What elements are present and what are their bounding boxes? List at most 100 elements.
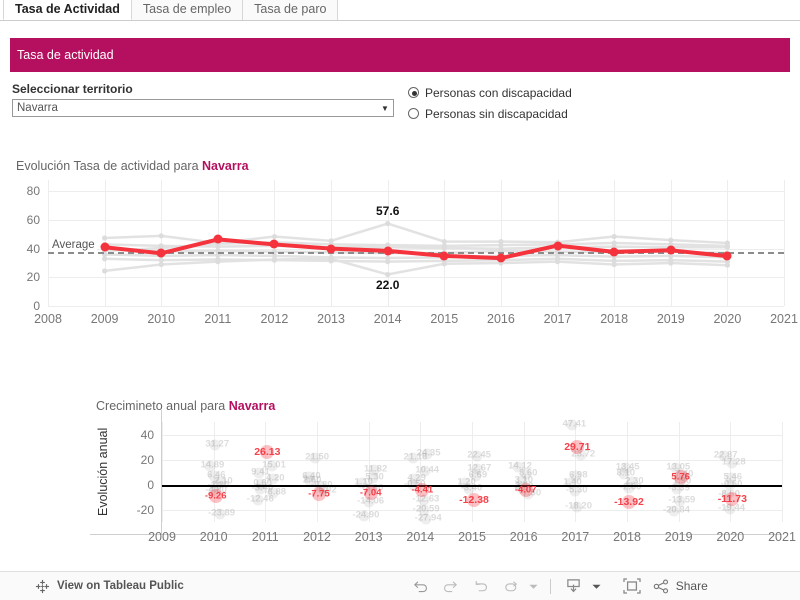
data-point[interactable] bbox=[213, 234, 223, 244]
background-data-point[interactable] bbox=[267, 473, 279, 485]
background-data-point[interactable] bbox=[575, 449, 587, 461]
data-point[interactable] bbox=[722, 251, 732, 261]
background-data-point[interactable] bbox=[266, 460, 278, 472]
background-data-point[interactable] bbox=[419, 465, 431, 477]
background-data-point[interactable] bbox=[512, 461, 524, 473]
background-data-point[interactable] bbox=[215, 476, 227, 488]
background-data-point[interactable] bbox=[471, 463, 483, 475]
background-data-point[interactable] bbox=[674, 495, 686, 507]
line-chart-plot[interactable]: Average 57.6 22.0 bbox=[48, 180, 785, 307]
share-button[interactable]: Share bbox=[653, 578, 708, 594]
background-data-point[interactable] bbox=[358, 510, 370, 522]
background-data-point[interactable] bbox=[623, 482, 635, 494]
background-data-point[interactable] bbox=[204, 460, 216, 472]
background-data-point[interactable] bbox=[254, 483, 266, 495]
fullscreen-icon[interactable] bbox=[617, 576, 647, 596]
background-data-point[interactable] bbox=[356, 477, 368, 489]
highlight-data-point[interactable] bbox=[415, 483, 430, 497]
background-data-point[interactable] bbox=[571, 501, 583, 513]
data-point[interactable] bbox=[439, 251, 449, 261]
background-data-point[interactable] bbox=[407, 452, 419, 464]
highlight-series-line[interactable] bbox=[48, 180, 784, 306]
view-on-tableau-public-link[interactable]: View on Tableau Public bbox=[35, 579, 184, 594]
territory-dropdown[interactable]: Navarra ▼ bbox=[12, 99, 394, 117]
highlight-data-point[interactable] bbox=[363, 486, 378, 501]
background-data-point[interactable] bbox=[671, 483, 683, 495]
background-data-point[interactable] bbox=[304, 475, 316, 487]
background-data-point[interactable] bbox=[566, 419, 578, 431]
highlight-data-point[interactable] bbox=[260, 444, 275, 459]
data-point[interactable] bbox=[553, 241, 563, 251]
background-data-point[interactable] bbox=[569, 485, 581, 497]
background-data-point[interactable] bbox=[363, 496, 375, 508]
redo-icon[interactable] bbox=[436, 576, 466, 596]
background-data-point[interactable] bbox=[676, 469, 688, 481]
background-data-point[interactable] bbox=[318, 485, 330, 497]
background-data-point[interactable] bbox=[267, 487, 279, 499]
background-data-point[interactable] bbox=[718, 450, 730, 462]
background-data-point[interactable] bbox=[520, 468, 532, 480]
data-point[interactable] bbox=[383, 246, 393, 256]
highlight-data-point[interactable] bbox=[518, 482, 533, 497]
radio-personas-sin-discapacidad[interactable]: Personas sin discapacidad bbox=[408, 103, 572, 124]
download-caret-icon[interactable] bbox=[589, 576, 605, 596]
background-data-point[interactable] bbox=[514, 481, 526, 493]
undo-icon[interactable] bbox=[406, 576, 436, 596]
refresh-icon[interactable] bbox=[496, 576, 526, 596]
tab-tasa-de-actividad[interactable]: Tasa de Actividad bbox=[3, 0, 132, 20]
background-data-point[interactable] bbox=[365, 483, 377, 495]
background-data-point[interactable] bbox=[309, 452, 321, 464]
background-data-point[interactable] bbox=[565, 477, 577, 489]
background-data-point[interactable] bbox=[421, 448, 433, 460]
highlight-data-point[interactable] bbox=[725, 492, 740, 507]
background-data-point[interactable] bbox=[209, 439, 221, 451]
data-point[interactable] bbox=[609, 247, 619, 257]
pause-dropdown-icon[interactable] bbox=[526, 576, 542, 596]
background-data-point[interactable] bbox=[470, 470, 482, 482]
background-data-point[interactable] bbox=[409, 473, 421, 485]
background-data-point[interactable] bbox=[725, 472, 737, 484]
data-point[interactable] bbox=[269, 239, 279, 249]
background-data-point[interactable] bbox=[303, 471, 315, 482]
background-data-point[interactable] bbox=[255, 478, 267, 490]
background-data-point[interactable] bbox=[418, 494, 430, 506]
background-data-point[interactable] bbox=[726, 457, 738, 469]
data-point[interactable] bbox=[326, 244, 336, 254]
tab-tasa-de-empleo[interactable]: Tasa de empleo bbox=[130, 0, 244, 20]
background-data-point[interactable] bbox=[214, 508, 226, 520]
background-data-point[interactable] bbox=[420, 513, 432, 525]
data-point[interactable] bbox=[100, 242, 110, 252]
background-data-point[interactable] bbox=[463, 483, 475, 495]
background-data-point[interactable] bbox=[368, 464, 380, 476]
highlight-data-point[interactable] bbox=[312, 487, 326, 502]
highlight-data-point[interactable] bbox=[467, 492, 481, 507]
background-data-point[interactable] bbox=[522, 488, 534, 500]
background-data-point[interactable] bbox=[471, 450, 483, 462]
background-data-point[interactable] bbox=[253, 467, 265, 479]
background-data-point[interactable] bbox=[668, 505, 680, 517]
background-data-point[interactable] bbox=[208, 470, 220, 482]
background-data-point[interactable] bbox=[516, 475, 528, 487]
background-data-point[interactable] bbox=[459, 477, 471, 489]
data-point[interactable] bbox=[496, 253, 506, 263]
radio-personas-con-discapacidad[interactable]: Personas con discapacidad bbox=[408, 82, 572, 103]
background-data-point[interactable] bbox=[618, 468, 630, 480]
tab-tasa-de-paro[interactable]: Tasa de paro bbox=[242, 0, 339, 20]
background-data-point[interactable] bbox=[252, 494, 264, 506]
background-data-point[interactable] bbox=[620, 462, 632, 474]
background-data-point[interactable] bbox=[721, 489, 733, 501]
scatter-chart-plot[interactable]: 31.2714.896.462.10-1.30-4.80-23.8915.019… bbox=[90, 410, 783, 535]
data-point[interactable] bbox=[666, 245, 676, 255]
download-icon[interactable] bbox=[559, 576, 589, 596]
background-data-point[interactable] bbox=[208, 485, 220, 496]
background-data-point[interactable] bbox=[570, 470, 582, 482]
background-data-point[interactable] bbox=[626, 476, 638, 488]
background-data-point[interactable] bbox=[674, 476, 686, 488]
background-data-point[interactable] bbox=[670, 462, 682, 474]
highlight-data-point[interactable] bbox=[673, 470, 688, 485]
data-point[interactable] bbox=[156, 248, 166, 258]
revert-icon[interactable] bbox=[466, 576, 496, 596]
background-data-point[interactable] bbox=[418, 504, 430, 516]
highlight-data-point[interactable] bbox=[208, 489, 223, 504]
highlight-data-point[interactable] bbox=[570, 440, 585, 455]
